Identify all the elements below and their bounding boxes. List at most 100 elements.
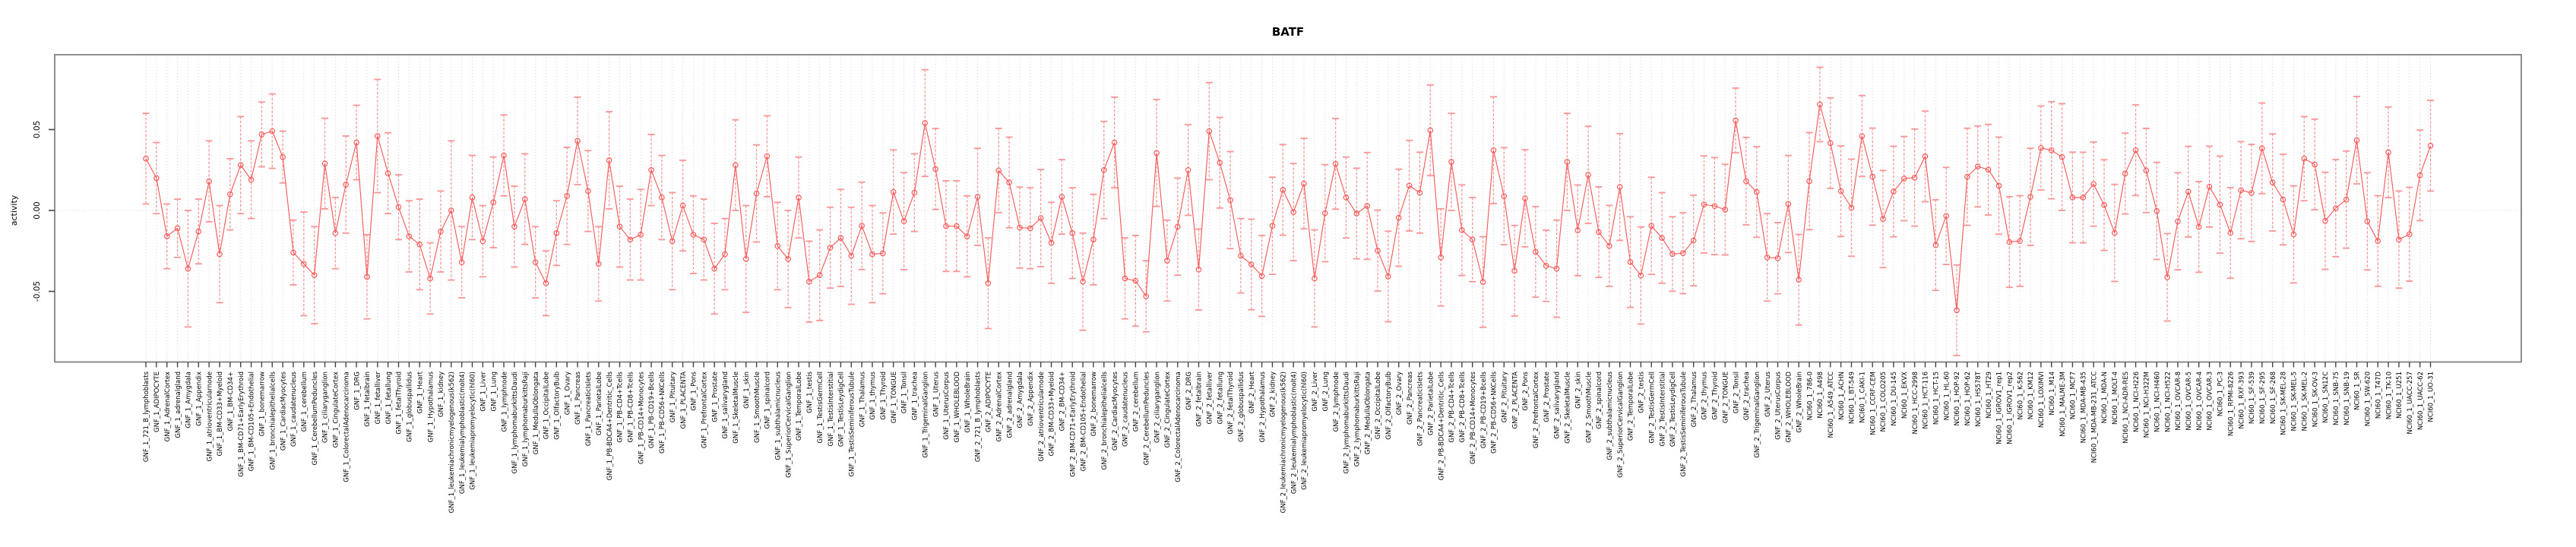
x-category-label: NCI60_1_SF-539 (2248, 372, 2256, 424)
data-point (2048, 147, 2055, 153)
data-point (301, 261, 307, 267)
x-category-label: GNF_2_ADIPOCYTE (986, 372, 993, 432)
data-point (1312, 275, 1318, 282)
x-category-label: GNF_1_BM-CD33+Myeloid (217, 372, 224, 456)
data-point (1154, 150, 1160, 157)
x-category-label: NCI60_1_OVCAR-3 (2207, 372, 2214, 431)
data-point (258, 131, 265, 138)
data-point (385, 170, 391, 176)
data-point (1943, 213, 1949, 220)
data-point (627, 236, 634, 243)
x-category-label: GNF_1_TrigeminalGanglion (922, 372, 929, 458)
data-point (679, 202, 686, 209)
data-point (1785, 201, 1792, 207)
data-point (1606, 242, 1612, 249)
data-point (1869, 173, 1875, 180)
data-point (2333, 205, 2339, 211)
x-category-label: GNF_1_lymphomaburkittsDaudi (511, 372, 519, 473)
data-point (1080, 278, 1086, 285)
x-category-label: NCI60_1_A549_ATCC (1828, 372, 1835, 438)
data-point (2217, 201, 2223, 208)
data-point (2006, 239, 2013, 245)
data-point (1564, 159, 1571, 165)
x-category-label: NCI60_1_M14 (2049, 372, 2056, 416)
x-category-label: GNF_1_bronchialepithelialcells (269, 371, 277, 470)
x-category-label: GNF_2_lymphnode (1333, 372, 1340, 432)
x-category-label: GNF_1_TestisSeminiferousTubule (848, 372, 856, 477)
data-point (1911, 174, 1918, 181)
x-category-label: GNF_2_fetalliver (1207, 372, 1214, 425)
x-category-label: GNF_1_Liver (480, 371, 488, 411)
x-category-label: GNF_2_CingulateCortex (1164, 372, 1172, 447)
x-category-label: NCI60_1_HS578T (1975, 371, 1983, 427)
x-category-label: NCI60_1_NCI-ADR-RES (2122, 372, 2130, 444)
data-point (1648, 223, 1655, 229)
data-point (827, 245, 834, 251)
data-point (1995, 182, 2002, 189)
data-point (753, 190, 760, 197)
x-category-label: GNF_1_caudatenucleus (290, 371, 298, 447)
data-point (1837, 188, 1844, 194)
x-category-label: GNF_1_TemporalLobe (796, 372, 803, 441)
data-point (2122, 170, 2128, 177)
data-point (206, 178, 212, 185)
data-point (1385, 274, 1391, 280)
data-point (1774, 255, 1781, 261)
x-category-label: GNF_1_WholeBrain (964, 372, 972, 433)
data-point (1848, 204, 1855, 211)
data-point (848, 252, 855, 259)
data-point (1217, 160, 1223, 166)
x-category-label: GNF_2_Pancreas (1407, 371, 1414, 425)
x-category-label: GNF_2_Ovary (1396, 372, 1404, 415)
data-point (448, 207, 454, 213)
x-category-label: GNF_1_Appendix (195, 372, 203, 426)
data-point (1680, 250, 1686, 257)
data-point (1638, 272, 1644, 279)
data-point (1037, 215, 1044, 221)
x-category-label: GNF_2_BM-CD105+Endothelial (1080, 372, 1087, 471)
x-category-label: NCI60_1_COLO205 (1880, 372, 1888, 432)
data-point (501, 152, 507, 159)
x-category-label: GNF_1_Pancreas (574, 371, 582, 425)
x-category-label: GNF_2_adrenalgland (1006, 372, 1014, 438)
x-category-label: GNF_2_cerebellum (1133, 372, 1141, 432)
x-category-label: GNF_2_PB-CD19+Bcells (1480, 371, 1488, 448)
x-category-label: GNF_2_TestisInterstitial (1659, 372, 1666, 447)
data-point (1321, 210, 1328, 217)
x-category-label: GNF_1_TestisInterstitial (828, 372, 835, 447)
data-point (1891, 188, 1897, 194)
x-category-label: GNF_2_trachea (1743, 372, 1751, 420)
x-category-label: GNF_1_PB-CD19+Bcells (648, 371, 656, 448)
data-point (1522, 195, 1528, 201)
series-line (145, 104, 2432, 311)
data-point (2038, 144, 2044, 151)
x-category-label: GNF_1_PB-CD56+NKCells (659, 371, 666, 454)
x-category-label: GNF_1_atrioventricularnode (206, 372, 214, 461)
x-category-label: GNF_2_Appendix (1027, 372, 1035, 426)
x-category-label: GNF_1_lymphomaburkittsRaji (522, 372, 530, 466)
x-category-label: NCI60_1_SF-295 (2259, 372, 2267, 424)
x-category-label: GNF_2_subthalamicnucleus (1606, 371, 1614, 460)
data-point (837, 235, 844, 242)
x-category-label: GNF_1_MedullaOblongata (533, 372, 540, 454)
data-point (796, 194, 802, 201)
x-category-label: GNF_2_PrefrontalCortex (1533, 372, 1540, 448)
x-category-label: GNF_2_atrioventricularnode (1038, 372, 1046, 461)
x-category-label: GNF_1_BM-CD34+ (227, 372, 235, 431)
x-category-label: GNF_2_PancreaticIslets (1417, 371, 1425, 446)
data-point (153, 175, 160, 182)
data-point (343, 182, 350, 188)
data-point (616, 223, 623, 230)
data-point (2269, 179, 2276, 185)
x-category-label: GNF_1_Uterus (932, 371, 940, 416)
data-point (1974, 163, 1981, 169)
data-point (1238, 252, 1244, 259)
x-category-label: GNF_1_Pons (691, 371, 698, 410)
x-category-label: GNF_1_bonemarrow (259, 372, 267, 436)
x-category-label: GNF_2_AdrenalCortex (995, 372, 1003, 441)
x-category-label: GNF_2_WHOLEBLOOD (1786, 372, 1793, 443)
data-point (869, 251, 875, 258)
data-point (1511, 267, 1517, 274)
x-category-label: NCI60_1_SK-MEL-2 (2301, 372, 2309, 431)
